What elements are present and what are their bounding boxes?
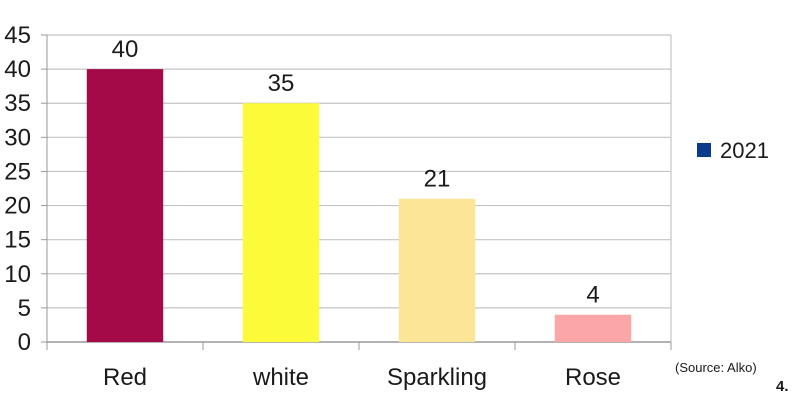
legend-swatch: [697, 143, 711, 157]
source-note: (Source: Alko): [675, 360, 757, 375]
y-tick-label: 20: [4, 193, 31, 220]
legend: 2021: [697, 138, 769, 163]
bar-sparkling: [398, 198, 476, 342]
bars: 40 35 21 4: [86, 36, 632, 342]
bar-white: [242, 103, 320, 342]
legend-label: 2021: [720, 138, 769, 163]
y-tick-label: 0: [18, 329, 31, 356]
y-tick-label: 35: [4, 90, 31, 117]
category-label: Sparkling: [387, 364, 487, 391]
bar-red: [86, 69, 164, 342]
data-label: 35: [268, 70, 295, 97]
category-label: white: [252, 364, 309, 391]
x-axis: Red white Sparkling Rose: [46, 342, 672, 391]
y-tick-label: 15: [4, 227, 31, 254]
bar-rose: [554, 314, 632, 342]
data-label: 40: [112, 36, 139, 63]
y-tick-label: 25: [4, 158, 31, 185]
category-label: Red: [103, 364, 147, 391]
data-label: 21: [424, 166, 451, 193]
category-label: Rose: [565, 364, 621, 391]
y-tick-label: 40: [4, 56, 31, 83]
y-axis-ticks: 0 5 10 15 20 25 30 35 40 45: [4, 22, 31, 356]
y-tick-label: 30: [4, 124, 31, 151]
y-tick-label: 10: [4, 261, 31, 288]
y-tick-label: 45: [4, 22, 31, 49]
y-tick-label: 5: [18, 295, 31, 322]
data-label: 4: [586, 282, 599, 309]
footnote-number: 4.: [776, 378, 789, 395]
